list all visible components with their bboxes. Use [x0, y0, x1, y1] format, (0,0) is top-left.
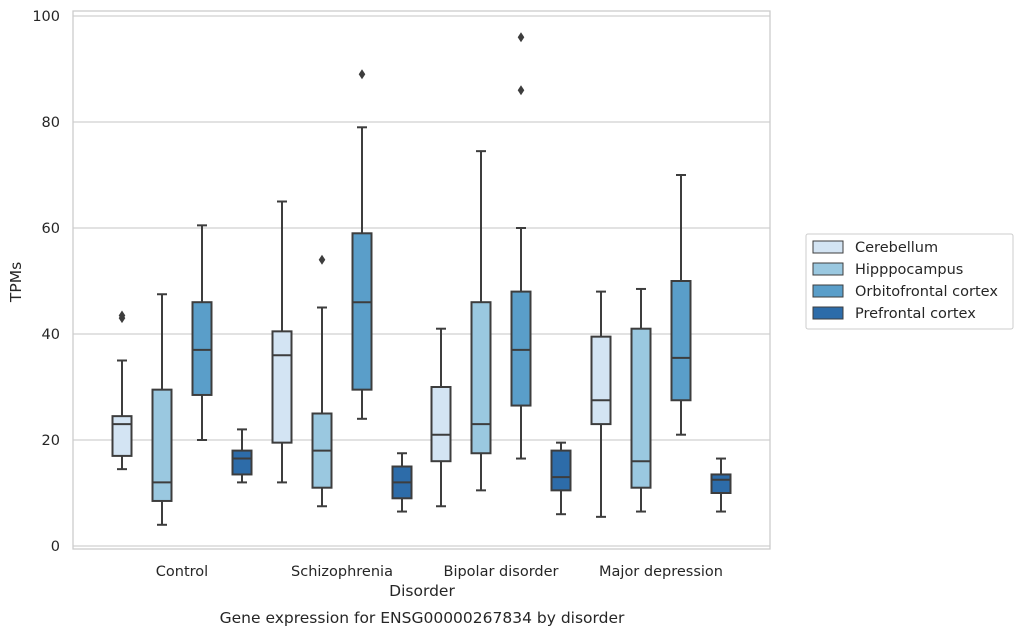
box [351, 232, 373, 391]
x-axis-label: Disorder [389, 582, 455, 600]
outlier-point [517, 85, 525, 96]
outlier-point [118, 310, 126, 321]
box-group [311, 254, 333, 508]
legend-label: Orbitofrontal cortex [855, 284, 998, 300]
box-group [430, 327, 452, 508]
y-axis-label: TPMs [7, 262, 25, 303]
box-group [391, 452, 413, 513]
box-group [590, 290, 612, 518]
box-group [710, 457, 732, 513]
box-group [510, 32, 532, 460]
outlier-point [517, 32, 525, 43]
box-group [191, 224, 213, 441]
chart-caption: Gene expression for ENSG00000267834 by d… [220, 609, 625, 627]
box [191, 301, 213, 396]
box [111, 415, 133, 457]
box-group [351, 69, 373, 420]
box [151, 388, 173, 502]
box [470, 301, 492, 455]
box-group [470, 150, 492, 492]
box [710, 473, 732, 495]
legend: Cerebellum Hipppocampus Orbitofrontal cort… [805, 233, 1014, 330]
legend-swatch [812, 306, 844, 320]
legend-frame [805, 233, 1014, 330]
y-tick-label: 20 [42, 433, 60, 449]
box-group [111, 310, 133, 471]
box-group [670, 174, 692, 436]
box-group [630, 287, 652, 513]
box [510, 290, 532, 407]
legend-label: Cerebellum [855, 240, 938, 256]
y-tick-label: 80 [42, 115, 60, 131]
gridlines [73, 15, 770, 547]
outlier-point [318, 254, 326, 265]
y-tick-label: 40 [42, 327, 60, 343]
x-tick-label: Major depression [599, 564, 723, 580]
legend-swatch [812, 284, 844, 298]
legend-label: Hipppocampus [855, 262, 963, 278]
y-tick-label: 60 [42, 221, 60, 237]
x-tick-label: Bipolar disorder [444, 564, 559, 580]
box [430, 386, 452, 463]
legend-label: Prefrontal cortex [855, 306, 976, 322]
x-tick-label: Control [156, 564, 208, 580]
box [630, 327, 652, 489]
legend-swatch [812, 262, 844, 276]
boxes-layer [111, 32, 732, 526]
box [590, 335, 612, 426]
outlier-point [358, 69, 366, 80]
box [271, 330, 293, 444]
box [550, 449, 572, 492]
box-group [271, 200, 293, 484]
legend-swatch [812, 240, 844, 254]
plot-area-frame [72, 10, 771, 550]
x-tick-label: Schizophrenia [291, 564, 393, 580]
box-group [231, 428, 253, 484]
y-axis-ticks: 0 20 40 60 80 100 [32, 9, 60, 555]
box-group [550, 441, 572, 516]
box [670, 280, 692, 402]
x-axis-ticks: Control Schizophrenia Bipolar disorder Majo… [156, 564, 723, 580]
y-tick-label: 0 [51, 539, 60, 555]
box-group [151, 293, 173, 526]
box [231, 449, 253, 476]
y-tick-label: 100 [32, 9, 60, 25]
